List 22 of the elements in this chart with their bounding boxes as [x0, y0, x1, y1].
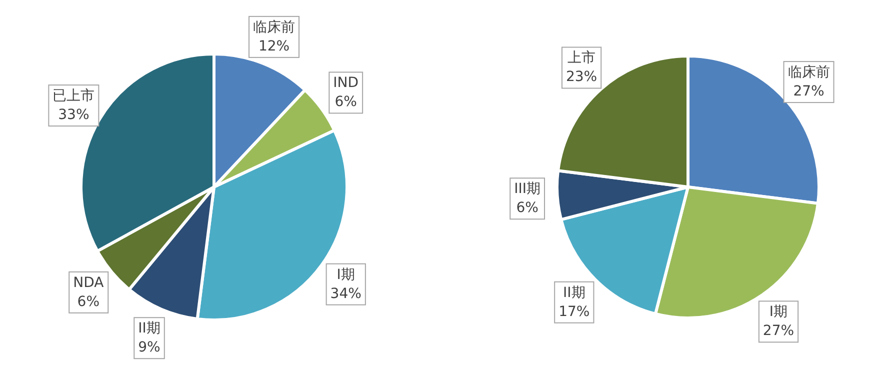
slice-label: I期	[336, 266, 355, 283]
slice-label: IND	[333, 75, 359, 92]
data-label: 17%	[558, 304, 590, 320]
data-label: 12%	[258, 38, 290, 54]
data-label: 6%	[77, 294, 100, 310]
data-label: 27%	[762, 323, 794, 340]
data-label: 33%	[58, 107, 90, 124]
slice-label: 上市	[568, 50, 596, 66]
slice-label: 临床前	[253, 19, 296, 36]
data-label: 34%	[330, 286, 362, 302]
data-label: 6%	[516, 200, 538, 216]
data-label: 9%	[138, 340, 160, 356]
slice-label: III期	[514, 181, 541, 198]
data-label: 6%	[334, 94, 357, 110]
slice-label: 临床前	[788, 64, 830, 81]
slice-label: II期	[138, 320, 160, 337]
data-label: 27%	[793, 84, 824, 100]
slice-label: NDA	[73, 274, 104, 291]
slice-label: 已上市	[52, 88, 95, 104]
slice-label: II期	[563, 284, 586, 301]
data-label: 23%	[566, 69, 598, 86]
slice-label: I期	[769, 304, 788, 320]
